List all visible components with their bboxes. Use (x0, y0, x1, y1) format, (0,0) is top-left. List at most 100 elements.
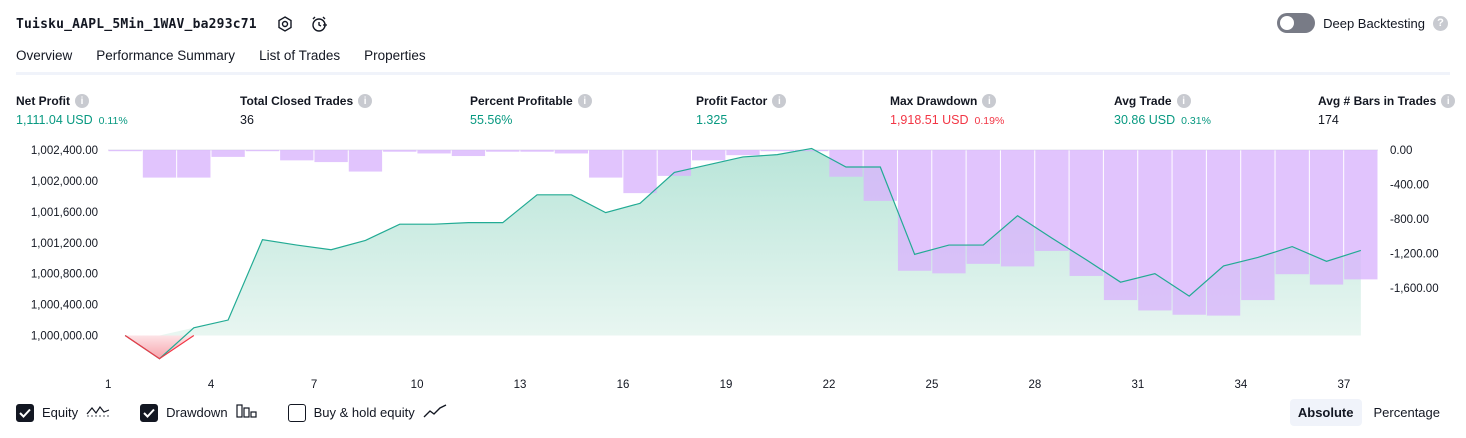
y-left-tick-label: 1,002,400.00 (31, 145, 98, 157)
drawdown-bar (657, 150, 692, 176)
info-icon[interactable]: i (577, 94, 592, 108)
buy-hold-checkbox[interactable] (287, 403, 306, 422)
drawdown-bar (108, 150, 142, 152)
tab-overview[interactable]: Overview (16, 48, 73, 75)
x-tick-label: 34 (1234, 379, 1247, 391)
stat-value: 30.86 USD (1114, 113, 1176, 127)
stat-label: Total Closed Trades (240, 94, 354, 108)
buy-hold-line-icon (423, 403, 447, 422)
negative-equity-line (124, 335, 195, 360)
stat-avg-trade: Avg Trade i 30.86 USD 0.31% (1114, 94, 1211, 127)
x-tick-label: 13 (514, 379, 527, 391)
info-icon[interactable]: i (1441, 94, 1456, 108)
stat-percent-profitable: Percent Profitable i 55.56% (470, 94, 592, 127)
drawdown-bar (897, 150, 932, 271)
info-icon[interactable]: i (982, 94, 997, 108)
equity-line (124, 147, 1362, 360)
equity-area (125, 148, 1361, 336)
equity-checkbox[interactable] (16, 403, 34, 422)
info-icon[interactable]: i (358, 94, 373, 108)
drawdown-bar (177, 150, 211, 178)
stat-profit-factor: Profit Factor i 1.325 (696, 94, 787, 127)
y-right-tick-label: -800.00 (1390, 214, 1429, 226)
legend-equity-label: Equity (42, 405, 79, 420)
stat-label: Avg # Bars in Trades (1318, 94, 1437, 108)
stat-value: 1,111.04 USD (16, 113, 93, 127)
stat-percent: 0.19% (974, 115, 1005, 127)
drawdown-bar (142, 150, 177, 178)
y-left-tick-label: 1,001,200.00 (31, 238, 98, 250)
tab-performance-summary[interactable]: Performance Summary (96, 48, 236, 63)
y-left-tick-label: 1,000,800.00 (31, 269, 98, 281)
x-tick-label: 10 (411, 379, 424, 391)
legend-buy-hold[interactable]: Buy & hold equity (287, 403, 447, 422)
y-left-tick-label: 1,000,000.00 (31, 331, 98, 343)
stat-avg-bars: Avg # Bars in Trades i 174 (1318, 94, 1456, 127)
chart-legend: Equity Drawdown Buy & hold equity (16, 403, 447, 422)
drawdown-bar (486, 150, 520, 152)
strategy-header: Tuisku_AAPL_5Min_1WAV_ba293c71 (16, 12, 329, 36)
x-tick-label: 28 (1029, 379, 1042, 391)
equity-line-icon (86, 404, 110, 421)
info-icon[interactable]: i (772, 94, 787, 108)
legend-drawdown-label: Drawdown (166, 405, 228, 420)
strategy-name: Tuisku_AAPL_5Min_1WAV_ba293c71 (16, 16, 257, 32)
drawdown-bar (1172, 150, 1206, 315)
stat-label: Max Drawdown (890, 94, 978, 108)
tabs-divider (16, 72, 1450, 75)
x-tick-label: 1 (105, 379, 111, 391)
drawdown-bar (589, 150, 623, 178)
y-right-tick-label: -1,200.00 (1390, 249, 1439, 261)
stat-value: 1,918.51 USD (890, 113, 969, 127)
stat-value: 36 (240, 113, 254, 127)
drawdown-bar (348, 150, 383, 172)
drawdown-bar (794, 150, 829, 152)
alert-clock-icon[interactable] (309, 14, 329, 34)
drawdown-bar (692, 150, 726, 161)
drawdown-bar (1206, 150, 1241, 316)
drawdown-bar (211, 150, 245, 157)
x-tick-label: 31 (1131, 379, 1144, 391)
drawdown-bar (417, 150, 451, 154)
drawdown-bar (760, 150, 794, 152)
settings-icon[interactable] (275, 14, 295, 34)
legend-equity[interactable]: Equity (16, 403, 110, 422)
drawdown-bar (451, 150, 486, 157)
y-right-tick-label: 0.00 (1390, 145, 1412, 157)
drawdown-bar (623, 150, 657, 194)
drawdown-bar (554, 150, 589, 154)
y-left-tick-label: 1,001,600.00 (31, 207, 98, 219)
stat-label: Profit Factor (696, 94, 768, 108)
equity-drawdown-chart[interactable]: 1,002,400.00 1,002,000.00 1,001,600.00 1,00… (0, 140, 1466, 395)
tab-properties[interactable]: Properties (364, 48, 426, 63)
drawdown-bar (1103, 150, 1138, 301)
tab-list-of-trades[interactable]: List of Trades (259, 48, 341, 63)
percentage-button[interactable]: Percentage (1373, 405, 1441, 420)
absolute-button[interactable]: Absolute (1289, 399, 1362, 426)
legend-drawdown[interactable]: Drawdown (140, 403, 257, 422)
stats-row: Net Profit i 1,111.04 USD 0.11% Total Clos… (0, 94, 1466, 130)
x-tick-label: 19 (720, 379, 733, 391)
stat-value: 174 (1318, 113, 1339, 127)
stat-total-closed-trades: Total Closed Trades i 36 (240, 94, 373, 127)
y-right-tick-label: -1,600.00 (1390, 283, 1439, 295)
drawdown-checkbox[interactable] (140, 403, 159, 422)
drawdown-bar (245, 150, 280, 152)
drawdown-bar (314, 150, 348, 163)
drawdown-bar (966, 150, 1000, 264)
stat-label: Net Profit (16, 94, 70, 108)
x-tick-label: 4 (208, 379, 215, 391)
drawdown-bar (280, 150, 314, 161)
drawdown-bar (1241, 150, 1275, 301)
help-icon[interactable]: ? (1433, 15, 1448, 31)
x-tick-label: 22 (823, 379, 836, 391)
drawdown-bar (932, 150, 966, 274)
x-tick-label: 37 (1337, 379, 1350, 391)
stat-label: Percent Profitable (470, 94, 573, 108)
stat-max-drawdown: Max Drawdown i 1,918.51 USD 0.19% (890, 94, 1004, 127)
drawdown-bars-icon (235, 403, 258, 422)
info-icon[interactable]: i (1176, 94, 1191, 108)
deep-backtesting-toggle[interactable] (1277, 13, 1316, 33)
info-icon[interactable]: i (75, 94, 89, 108)
legend-buy-hold-label: Buy & hold equity (313, 405, 415, 420)
